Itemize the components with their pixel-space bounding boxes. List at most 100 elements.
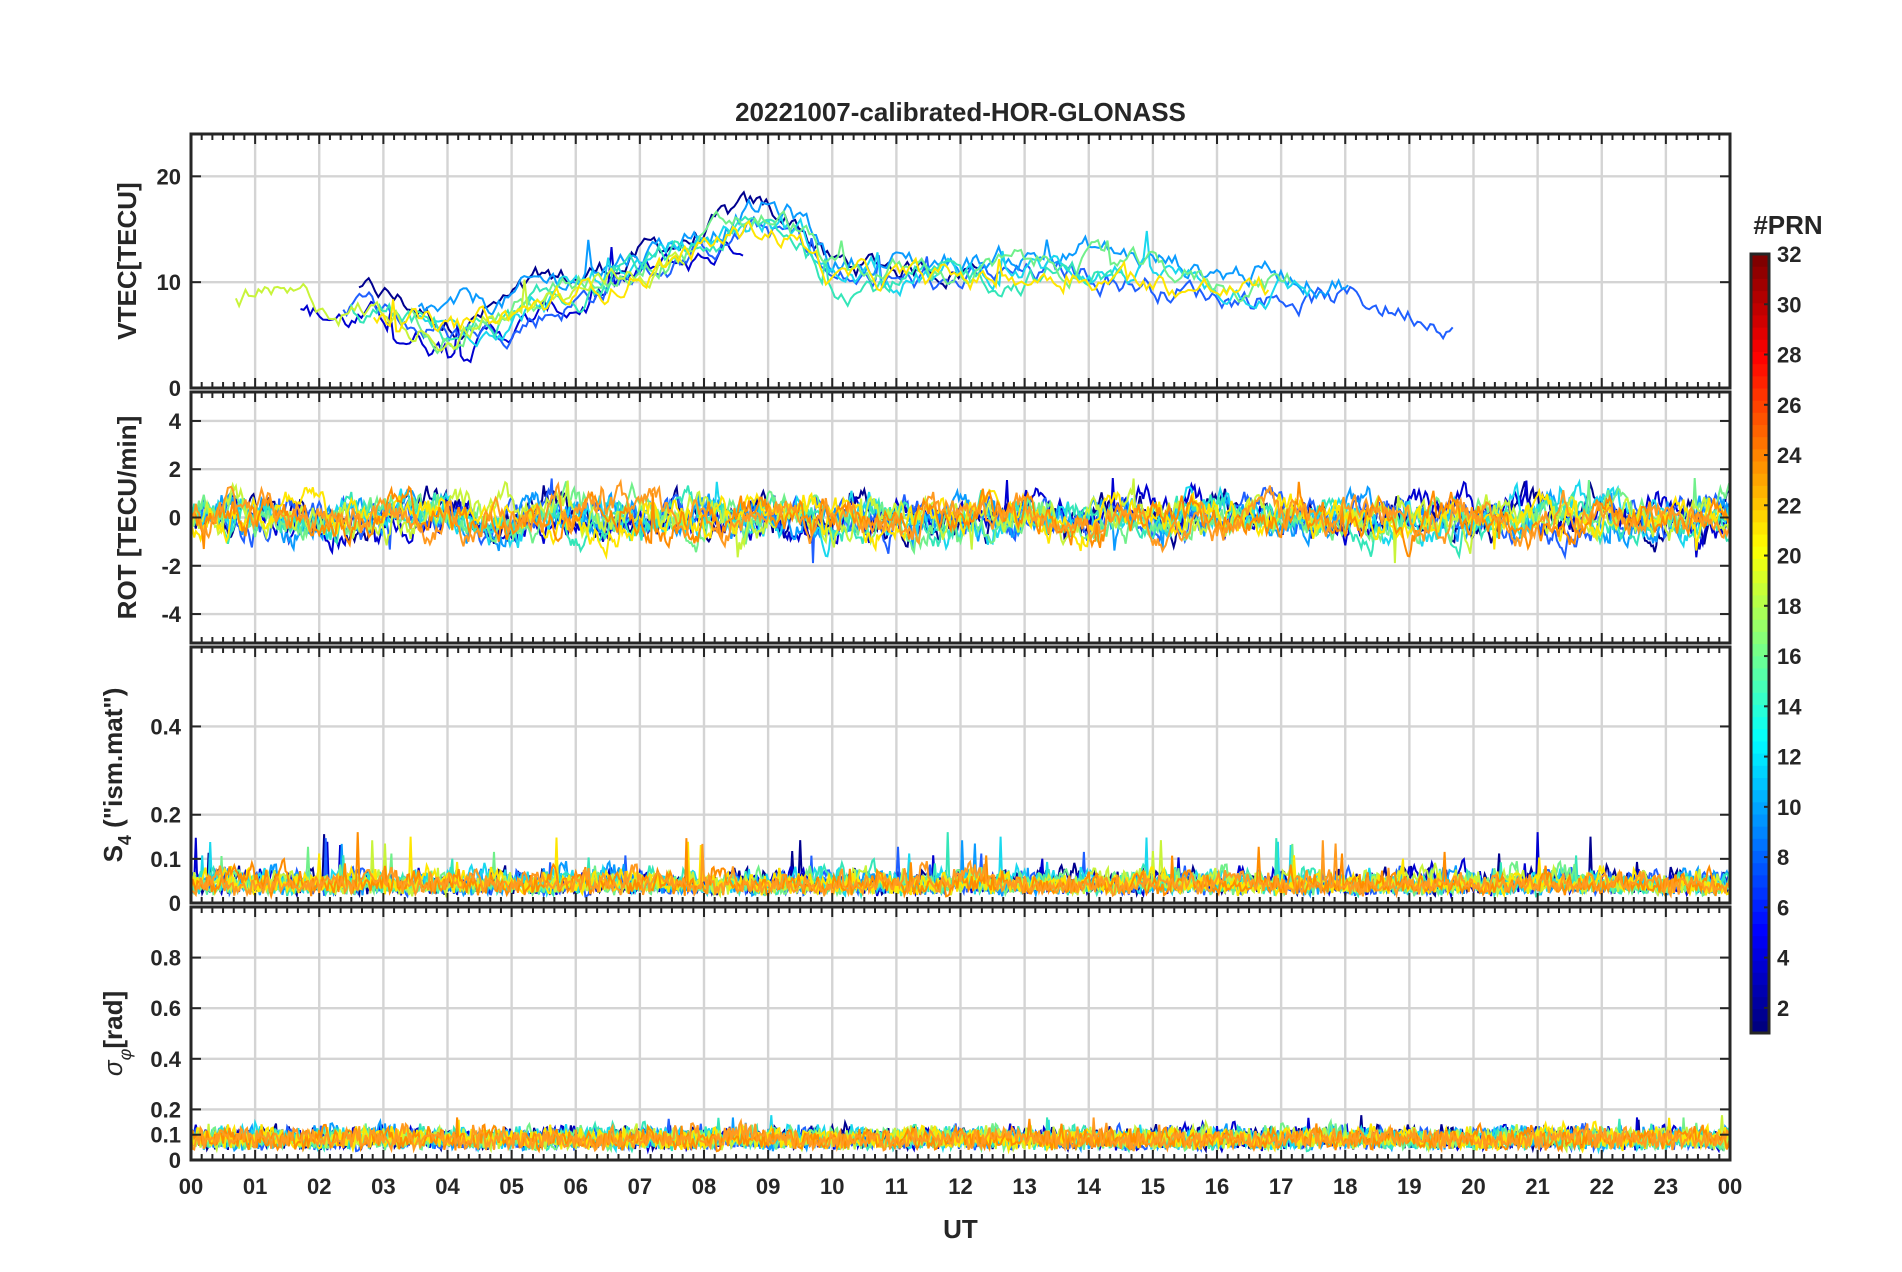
colorbar-segment [1751, 387, 1769, 401]
colorbar-segment [1751, 984, 1769, 998]
x-tick-label: 15 [1141, 1174, 1165, 1199]
y-axis-label-part: ("ism.mat") [98, 688, 128, 835]
colorbar-tick-label: 4 [1777, 946, 1790, 971]
colorbar-tick-label: 22 [1777, 493, 1801, 518]
colorbar-segment [1751, 899, 1769, 912]
x-tick-label: 04 [435, 1174, 460, 1199]
y-tick-label: 0.1 [150, 1123, 181, 1148]
grid [189, 907, 1732, 1162]
y-axis-label-part: [rad] [98, 991, 128, 1049]
grid [189, 134, 1732, 390]
colorbar-segment [1751, 436, 1769, 450]
colorbar-tick-label: 12 [1777, 745, 1801, 770]
chart-title: 20221007-calibrated-HOR-GLONASS [735, 97, 1186, 127]
colorbar-segment [1751, 874, 1769, 888]
prn-series-trace [342, 215, 1454, 351]
prn-series-trace [407, 209, 1292, 355]
colorbar-segment [1751, 740, 1769, 754]
colorbar-tick-label: 24 [1777, 443, 1802, 468]
colorbar-tick-label: 32 [1777, 242, 1801, 267]
colorbar-segment [1751, 266, 1769, 279]
prn-series-trace [418, 215, 1312, 348]
colorbar-segment [1751, 533, 1769, 547]
colorbar-tick-label: 14 [1777, 694, 1802, 719]
y-tick-label: 0 [169, 506, 181, 531]
panel-3: 0 0.1 0.2 0.4 S4 ("ism.mat") [98, 645, 1732, 916]
colorbar-box [1749, 252, 1771, 1035]
x-tick-label: 10 [820, 1174, 844, 1199]
x-ticks [190, 134, 1731, 388]
x-tick-label: 08 [692, 1174, 716, 1199]
colorbar-segment [1751, 582, 1769, 596]
colorbar-tick-label: 6 [1777, 895, 1789, 920]
prn-series-trace [191, 840, 1730, 899]
colorbar-segment [1751, 655, 1769, 669]
y-axis-label-part: 4 [115, 835, 135, 845]
x-tick-label: 03 [371, 1174, 395, 1199]
y-axis-label-part: φ [115, 1048, 135, 1060]
colorbar-segment [1751, 400, 1769, 413]
x-tick-label: 18 [1333, 1174, 1357, 1199]
colorbar-segment [1751, 339, 1769, 352]
x-tick-label: 14 [1077, 1174, 1102, 1199]
colorbar-tick-label: 8 [1777, 845, 1789, 870]
x-tick-label: 16 [1205, 1174, 1229, 1199]
y-axis-label: VTEC[TECU] [112, 182, 142, 339]
colorbar-segment [1751, 460, 1769, 474]
panel-1: 0 10 20 VTEC[TECU] [112, 132, 1732, 401]
colorbar-segment [1751, 667, 1769, 681]
colorbar-segment [1751, 485, 1769, 499]
colorbar-segment [1751, 521, 1769, 535]
prn-series-trace [191, 478, 1730, 558]
colorbar-segment [1751, 777, 1769, 791]
colorbar-tick-label: 30 [1777, 292, 1801, 317]
y-tick-label: -4 [161, 602, 181, 627]
colorbar-segment [1751, 704, 1769, 718]
x-tick-label: 00 [179, 1174, 203, 1199]
colorbar-segment [1751, 911, 1769, 925]
y-tick-label: 0 [169, 376, 181, 401]
x-tick-label: 01 [243, 1174, 267, 1199]
colorbar-segment [1751, 546, 1769, 559]
y-tick-label: 0.6 [150, 996, 181, 1021]
colorbar-segment [1751, 692, 1769, 705]
colorbar-segment [1751, 594, 1769, 608]
x-tick-label: 11 [885, 1174, 908, 1199]
colorbar-segment [1751, 680, 1769, 693]
y-tick-label: 20 [157, 164, 181, 189]
colorbar-tick-label: 16 [1777, 644, 1801, 669]
y-tick-label: 2 [169, 457, 181, 482]
colorbar-segment [1751, 789, 1769, 803]
y-tick-label: -2 [161, 554, 181, 579]
colorbar-segment [1751, 570, 1769, 584]
prn-traces [191, 477, 1730, 564]
colorbar-tick-label: 2 [1777, 996, 1789, 1021]
colorbar-segment [1751, 473, 1769, 486]
y-tick-label: 0.2 [150, 803, 181, 828]
prn-traces [191, 1115, 1730, 1155]
colorbar-tick-label: 20 [1777, 544, 1801, 569]
prn-series-trace [349, 215, 1125, 344]
y-axis-label-part: ROT [TECU/min] [112, 416, 142, 620]
colorbar-segment [1751, 509, 1769, 523]
colorbar-segment [1751, 351, 1769, 365]
prn-traces [234, 190, 1454, 364]
colorbar-segment [1751, 1008, 1769, 1022]
y-tick-label: 0.4 [150, 714, 181, 739]
colorbar-segment [1751, 290, 1769, 304]
colorbar-segment [1751, 972, 1769, 985]
prn-series-trace [191, 478, 1730, 554]
colorbar-segment [1751, 826, 1769, 839]
colorbar-segment [1751, 765, 1769, 778]
y-tick-label: 0 [169, 1148, 181, 1173]
colorbar-segment [1751, 753, 1769, 766]
colorbar-segment [1751, 448, 1769, 462]
colorbar-segment [1751, 813, 1769, 827]
y-axis-label: ROT [TECU/min] [112, 416, 142, 620]
colorbar-tick-label: 28 [1777, 343, 1801, 368]
colorbar-segment [1751, 923, 1769, 937]
colorbar-segment [1751, 862, 1769, 876]
x-tick-label: 09 [756, 1174, 780, 1199]
